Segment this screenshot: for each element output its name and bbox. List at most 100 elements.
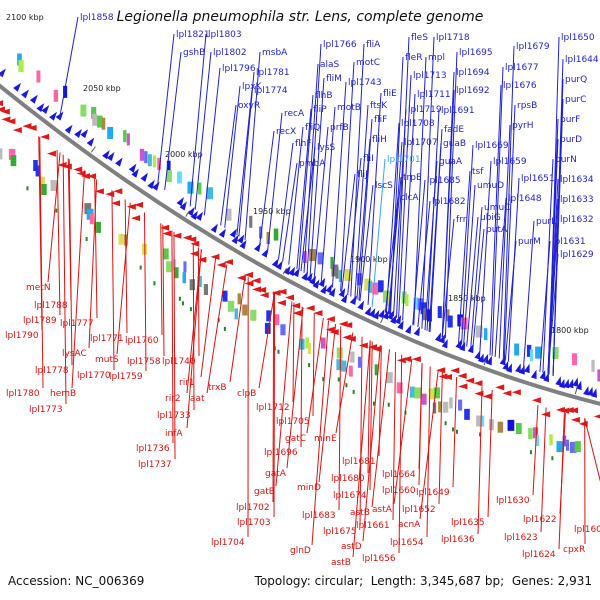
forward-gene-label: fliF (374, 115, 387, 125)
forward-gene-leader (547, 253, 559, 375)
forward-gene-leader (421, 36, 435, 329)
gene-block (173, 259, 177, 271)
reverse-gene-label: lpl1623 (504, 533, 538, 543)
forward-gene-label: umuC (484, 203, 510, 213)
reverse-gene-leader (362, 345, 381, 542)
forward-gene-leader (356, 138, 371, 300)
forward-gene-arrow (338, 288, 346, 298)
forward-gene-leader (367, 92, 382, 305)
forward-gene-leader (398, 74, 412, 319)
reverse-gene-arrow (511, 389, 521, 396)
reverse-gene-leader (68, 159, 73, 366)
forward-gene-leader (164, 51, 182, 191)
gene-block (528, 428, 533, 440)
reverse-gene-label: lpl1660 (382, 486, 416, 496)
forward-gene-label: fliA (366, 40, 381, 50)
reverse-gene-leader (393, 358, 413, 505)
reverse-gene-leader (338, 326, 342, 511)
gene-block (53, 89, 59, 102)
gene-block (8, 148, 16, 160)
reverse-gene-label: lpl1602 (574, 525, 600, 535)
forward-gene-label: lpl1631 (552, 237, 586, 247)
forward-gene-leader (466, 216, 479, 347)
forward-gene-leader (396, 36, 410, 318)
reverse-gene-label: lpl1664 (382, 470, 416, 480)
gene-marker (26, 186, 29, 191)
tick-mark (90, 146, 96, 153)
genes-value: 2,931 (557, 574, 592, 588)
forward-gene-arrow (325, 283, 333, 294)
forward-gene-arrow (292, 267, 300, 278)
forward-gene-arrow (128, 163, 137, 173)
forward-gene-leader (498, 124, 511, 359)
reverse-gene-leader (197, 247, 200, 357)
reverse-gene-leader (418, 363, 423, 486)
gene-block (203, 284, 209, 296)
forward-gene-arrow (328, 287, 336, 297)
forward-gene-arrow (147, 179, 155, 190)
forward-gene-arrow (195, 211, 204, 221)
reverse-gene-arrow (6, 118, 16, 125)
forward-gene-leader (489, 84, 502, 356)
reverse-gene-leader (173, 231, 176, 460)
genome-summary: Topology: circular; Length: 3,345,687 bp… (254, 574, 592, 588)
forward-gene-leader (157, 33, 175, 186)
forward-gene-label: lpl1651 (521, 174, 555, 184)
forward-gene-arrow (176, 197, 184, 207)
gene-block (460, 317, 468, 330)
forward-gene-label: lpl1650 (561, 33, 595, 43)
reverse-gene-leader (56, 150, 61, 316)
reverse-gene-label: lpl1656 (362, 554, 396, 564)
forward-gene-arrow (283, 265, 291, 276)
reverse-gene-arrow (560, 407, 570, 414)
forward-gene-label: oxyR (238, 101, 260, 111)
forward-gene-leader (491, 66, 504, 356)
reverse-gene-label: lpl1736 (136, 444, 170, 454)
reverse-gene-arrow (482, 393, 492, 400)
forward-gene-label: lysS (317, 143, 336, 153)
forward-gene-leader (479, 160, 492, 352)
gene-block (250, 309, 257, 321)
gene-block (40, 176, 46, 188)
gene-marker (444, 421, 447, 426)
gene-block (176, 171, 183, 184)
gene-block (438, 401, 442, 413)
reverse-gene-arrow (73, 166, 83, 173)
reverse-gene-arrow (325, 326, 335, 333)
reverse-gene-leader (229, 275, 246, 383)
gene-block (144, 151, 148, 164)
forward-gene-label: fliP (313, 105, 327, 115)
forward-gene-arrow (187, 206, 195, 217)
gene-marker (352, 389, 355, 394)
forward-gene-leader (220, 104, 237, 226)
gene-block (198, 182, 202, 195)
gene-block (475, 325, 483, 338)
forward-gene-arrow (301, 271, 309, 281)
reverse-gene-leader (371, 349, 390, 508)
reverse-gene-arrow (436, 367, 446, 374)
forward-gene-arrow (455, 339, 462, 349)
gene-block (41, 183, 47, 195)
gene-block (147, 154, 152, 167)
gene-block (234, 308, 238, 320)
forward-gene-label: frr (456, 215, 467, 225)
forward-gene-arrow (131, 168, 139, 178)
gene-block (386, 372, 393, 384)
reverse-gene-label: lpl1661 (356, 521, 390, 531)
gene-block (497, 421, 504, 433)
reverse-gene-arrow (243, 271, 253, 278)
gene-block (96, 221, 101, 233)
reverse-gene-arrow (465, 377, 475, 384)
reverse-gene-label: lpl1777 (60, 319, 94, 329)
forward-gene-label: purQ (565, 75, 587, 85)
gene-block (242, 304, 248, 316)
forward-gene-label: fliM (326, 74, 342, 84)
reverse-gene-leader (487, 390, 493, 518)
reverse-gene-leader (452, 377, 458, 488)
gene-block (562, 435, 567, 447)
gene-block (338, 269, 342, 282)
forward-gene-arrow (229, 228, 237, 238)
tick-mark (574, 387, 578, 395)
reverse-gene-arrow (372, 346, 382, 353)
reverse-gene-label: astB (331, 558, 351, 568)
